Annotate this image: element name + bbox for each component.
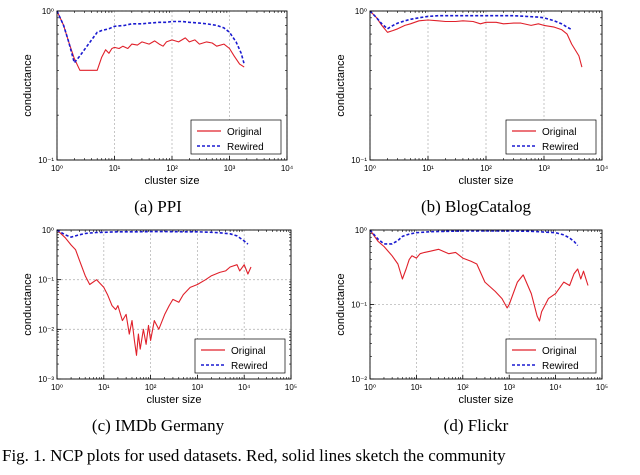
x-tick-label: 10³ xyxy=(192,383,204,392)
y-tick-label: 10⁰ xyxy=(355,226,367,235)
figure-caption: Fig. 1. NCP plots for used datasets. Red… xyxy=(2,446,506,465)
legend-label-rewired: Rewired xyxy=(542,142,579,153)
x-tick-label: 10⁴ xyxy=(549,383,562,392)
y-tick-label: 10⁻¹ xyxy=(351,301,367,310)
x-tick-label: 10¹ xyxy=(109,164,121,173)
x-axis-label: cluster size xyxy=(146,394,201,406)
chart-flickr: 10⁰ 10¹ 10² 10³ 10⁴ 10⁵ 10⁻² 10⁻¹ 10⁰ cluster siz… xyxy=(335,226,608,406)
y-tick-label: 10⁻² xyxy=(351,375,367,384)
legend-box xyxy=(194,338,286,374)
legend-label-original: Original xyxy=(227,127,261,138)
legend-box xyxy=(505,119,597,155)
y-tick-label: 10⁰ xyxy=(355,7,367,16)
series-line-original xyxy=(56,229,252,356)
y-tick-label: 10⁰ xyxy=(42,226,54,235)
x-tick-label: 10¹ xyxy=(98,383,110,392)
x-tick-label: 10² xyxy=(457,383,469,392)
legend-label-original: Original xyxy=(231,346,265,357)
y-tick-label: 10⁻¹ xyxy=(38,156,54,165)
plot-frame xyxy=(56,229,292,380)
series-line-rewired xyxy=(369,229,579,247)
x-tick-label: 10⁰ xyxy=(51,164,63,173)
legend-label-rewired: Rewired xyxy=(542,361,579,372)
y-tick-label: 10⁻² xyxy=(38,325,54,334)
x-tick-label: 10⁰ xyxy=(51,383,63,392)
legend-label-original: Original xyxy=(542,127,576,138)
x-tick-label: 10¹ xyxy=(422,164,434,173)
legend-box xyxy=(505,338,597,374)
chart-imdb-germany: 10⁰ 10¹ 10² 10³ 10⁴ 10⁵ 10⁻³ 10⁻² 10⁻¹ 10⁰ cluster… xyxy=(22,226,297,406)
x-tick-label: 10³ xyxy=(538,164,550,173)
caption-imdb-germany: (c) IMDb Germany xyxy=(91,416,225,435)
y-axis-label: conductance xyxy=(22,54,34,116)
x-tick-label: 10² xyxy=(166,164,178,173)
x-tick-label: 10⁰ xyxy=(364,383,376,392)
legend-label-original: Original xyxy=(542,346,576,357)
series-line-rewired xyxy=(369,10,573,31)
series-line-rewired xyxy=(56,229,249,245)
series-line-original xyxy=(56,10,245,71)
caption-blogcatalog: (b) BlogCatalog xyxy=(420,197,531,216)
x-tick-label: 10¹ xyxy=(411,383,423,392)
legend-box xyxy=(190,119,282,155)
x-axis-label: cluster size xyxy=(458,175,513,187)
y-tick-label: 10⁻¹ xyxy=(351,156,367,165)
x-tick-label: 10⁵ xyxy=(596,383,608,392)
x-axis-label: cluster size xyxy=(144,175,199,187)
x-tick-label: 10³ xyxy=(224,164,236,173)
x-tick-label: 10⁴ xyxy=(238,383,251,392)
x-tick-label: 10³ xyxy=(503,383,515,392)
x-tick-label: 10⁴ xyxy=(596,164,609,173)
x-tick-label: 10² xyxy=(145,383,157,392)
legend-label-rewired: Rewired xyxy=(227,142,264,153)
x-tick-label: 10⁰ xyxy=(364,164,376,173)
series-line-original xyxy=(369,10,583,68)
caption-ppi: (a) PPI xyxy=(134,197,182,216)
y-axis-label: conductance xyxy=(335,273,347,335)
y-tick-label: 10⁻¹ xyxy=(38,276,54,285)
legend-label-rewired: Rewired xyxy=(231,361,268,372)
series-line-rewired xyxy=(56,10,245,65)
x-tick-label: 10⁵ xyxy=(285,383,297,392)
x-tick-label: 10² xyxy=(480,164,492,173)
y-tick-label: 10⁻³ xyxy=(38,375,54,384)
x-tick-label: 10⁴ xyxy=(281,164,294,173)
y-tick-label: 10⁰ xyxy=(42,7,54,16)
y-axis-label: conductance xyxy=(22,273,34,335)
caption-flickr: (d) Flickr xyxy=(443,416,509,435)
x-axis-label: cluster size xyxy=(458,394,513,406)
series-line-original xyxy=(369,229,589,322)
y-axis-label: conductance xyxy=(335,54,347,116)
